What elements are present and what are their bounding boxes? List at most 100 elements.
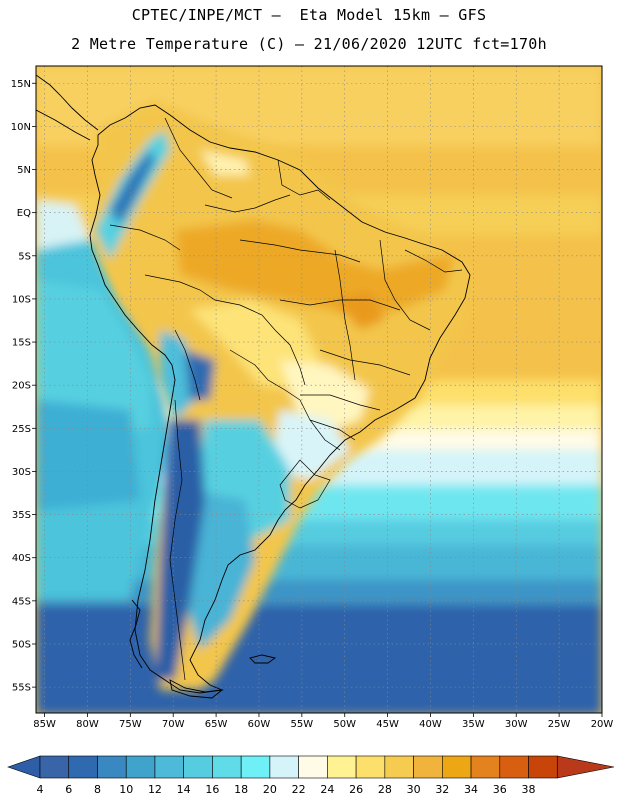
colorbar-label: 28 <box>378 783 392 796</box>
map-subtitle: 2 Metre Temperature (C) – 21/06/2020 12U… <box>71 35 547 53</box>
colorbar-label: 14 <box>177 783 191 796</box>
lon-tick-label: 65W <box>205 719 228 730</box>
longitude-labels: 85W 80W 75W 70W 65W 60W 55W 50W 45W 40W 35W 30W 25W 2… <box>33 713 613 730</box>
colorbar-swatch <box>528 755 558 779</box>
lat-tick-label: 25S <box>12 424 31 435</box>
colorbar-swatch <box>154 755 184 779</box>
lat-tick-label: 40S <box>12 553 31 564</box>
lon-tick-label: 85W <box>33 719 56 730</box>
colorbar-swatch <box>327 755 357 779</box>
colorbar-swatch <box>68 755 98 779</box>
colorbar-swatch <box>413 755 443 779</box>
latitude-labels: 15N 10N 5N EQ 5S 10S 15S 20S 25S 30S 35S 40S 45S 50S 5… <box>11 79 36 694</box>
lat-tick-label: 35S <box>12 510 31 521</box>
lat-tick-label: 55S <box>12 683 31 694</box>
border-colombia-venezuela <box>164 117 233 199</box>
colorbar-swatch <box>183 755 213 779</box>
border-uruguay <box>279 459 331 509</box>
patagonia-mid <box>185 490 255 650</box>
border-brazil-bolivia <box>239 304 306 386</box>
uruguay-cool <box>270 410 350 480</box>
guiana-highland <box>200 150 250 175</box>
border-chile-argentina <box>169 399 186 681</box>
colorbar-label: 34 <box>464 783 478 796</box>
colorbar-label: 30 <box>407 783 421 796</box>
colorbar-label: 6 <box>65 783 72 796</box>
colorbar-label: 16 <box>205 783 219 796</box>
border-argentina-brazil <box>299 399 341 451</box>
lat-tick-label: 15N <box>11 79 31 90</box>
lon-tick-label: 75W <box>119 719 142 730</box>
border-guianas <box>277 159 331 201</box>
central-america-coast <box>36 74 99 131</box>
border-peru-brazil <box>144 274 241 306</box>
colorbar-label: 18 <box>234 783 248 796</box>
lat-tick-label: 10S <box>12 294 31 305</box>
lat-tick-label: 30S <box>12 467 31 478</box>
colorbar-swatch <box>269 755 299 779</box>
border-peru-bolivia <box>174 329 201 401</box>
colorbar-swatch <box>499 755 529 779</box>
lat-tick-label: 10N <box>11 122 31 133</box>
brazil-states-5 <box>319 349 411 376</box>
lat-tick-label: 5S <box>18 251 31 262</box>
falkland-islands <box>249 654 277 664</box>
colorbar: 4 6 8 10 12 14 16 18 20 22 24 26 28 30 32 34 36 38 <box>7 755 615 796</box>
map-title: CPTEC/INPE/MCT – Eta Model 15km – GFS <box>131 6 487 24</box>
tierra-del-fuego <box>169 679 224 699</box>
lat-tick-label: 15S <box>12 338 31 349</box>
brazil-states-3 <box>334 249 356 381</box>
brazil-states-6 <box>300 394 381 411</box>
altiplano-colder <box>185 350 215 400</box>
colorbar-swatch <box>298 755 328 779</box>
colorbar-label: 36 <box>493 783 507 796</box>
lat-tick-label: 20S <box>12 381 31 392</box>
colorbar-swatch <box>125 755 156 779</box>
amazon-hot <box>175 220 455 320</box>
colorbar-swatch <box>39 755 70 779</box>
colorbar-label: 24 <box>320 783 334 796</box>
lat-tick-label: 50S <box>12 639 31 650</box>
andes-north-cold <box>110 150 155 225</box>
central-america-coast-south <box>36 109 91 141</box>
lon-tick-label: 25W <box>548 719 571 730</box>
colorbar-max-arrow <box>556 755 615 779</box>
border-colombia-peru <box>109 224 181 251</box>
colorbar-label: 22 <box>292 783 306 796</box>
lon-tick-label: 35W <box>462 719 485 730</box>
lon-tick-label: 30W <box>505 719 528 730</box>
brazil-states-8 <box>309 419 356 441</box>
band-47s <box>36 605 602 713</box>
colorbar-swatch <box>355 755 386 779</box>
border-venezuela-brazil <box>204 194 291 213</box>
brazil-states-2 <box>279 299 401 311</box>
colorbar-label: 8 <box>94 783 101 796</box>
colorbar-label: 32 <box>435 783 449 796</box>
colorbar-label: 4 <box>37 783 44 796</box>
colorbar-label: 38 <box>522 783 536 796</box>
lon-tick-label: 40W <box>419 719 442 730</box>
lon-tick-label: 70W <box>162 719 185 730</box>
colorbar-label: 12 <box>148 783 162 796</box>
south-america-coast <box>89 104 471 694</box>
colorbar-label: 26 <box>349 783 363 796</box>
colorbar-swatch <box>240 755 271 779</box>
colorbar-swatch <box>442 755 472 779</box>
brazil-states-1 <box>239 239 361 263</box>
lat-tick-label: EQ <box>17 208 31 219</box>
border-bolivia-paraguay <box>229 349 301 401</box>
brazil-states-7 <box>404 249 463 273</box>
lon-tick-label: 55W <box>291 719 314 730</box>
map-frame <box>35 65 603 714</box>
colorbar-swatch <box>384 755 414 779</box>
lon-tick-label: 45W <box>376 719 399 730</box>
colorbar-label: 10 <box>119 783 133 796</box>
pacific-cool-3 <box>36 400 140 510</box>
lon-tick-label: 80W <box>76 719 99 730</box>
colorbar-min-arrow <box>7 755 41 779</box>
country-borders <box>109 117 463 681</box>
lat-tick-label: 45S <box>12 596 31 607</box>
colorbar-swatch <box>212 755 242 779</box>
